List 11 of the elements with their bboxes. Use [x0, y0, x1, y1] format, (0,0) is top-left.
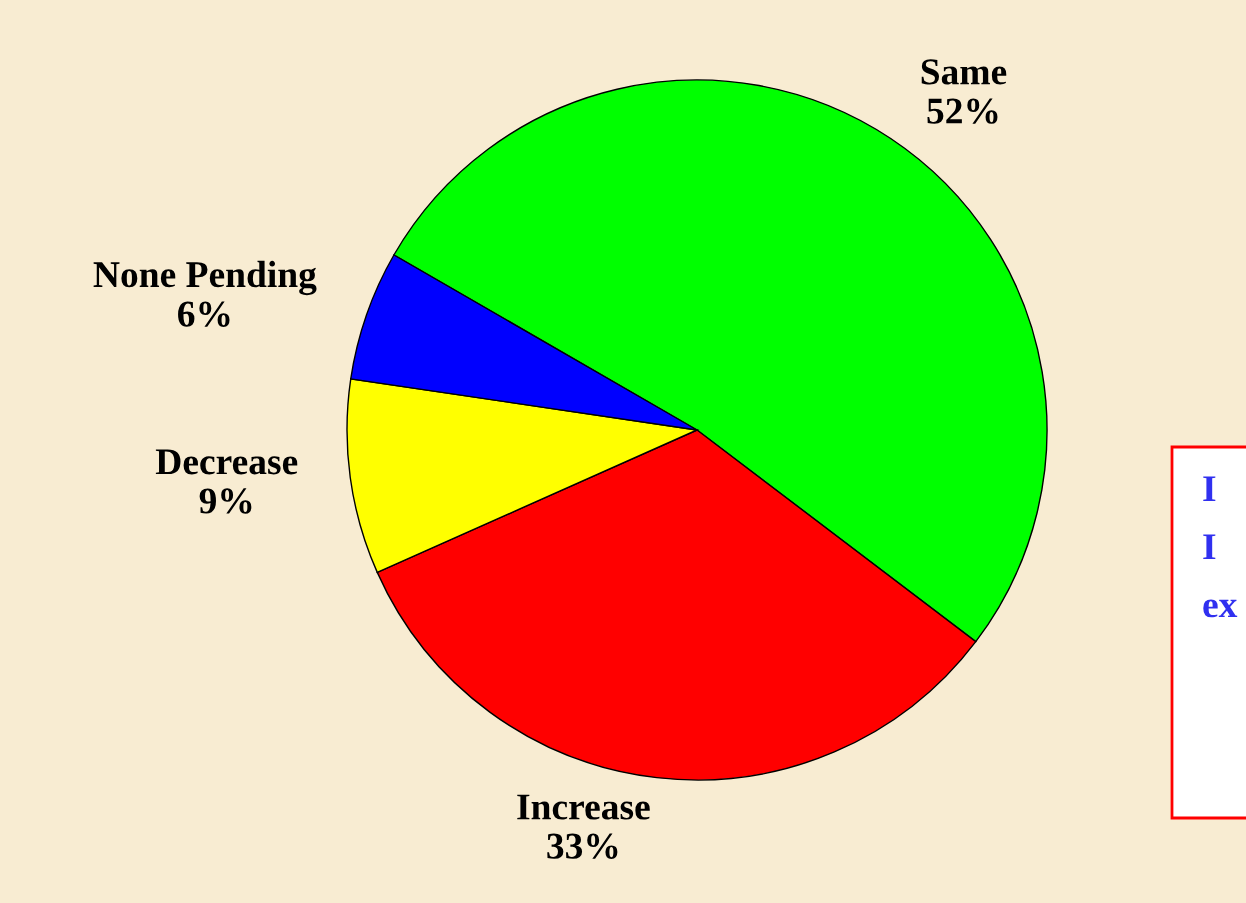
data-label: 33%	[547, 833, 618, 859]
slice-label: Decrease	[155, 449, 298, 475]
data-label: 52%	[927, 98, 998, 124]
data-label: 9%	[199, 488, 252, 514]
slice-label: Same	[921, 59, 1007, 85]
slice-label: Increase	[517, 794, 650, 820]
text: ex	[1203, 599, 1238, 618]
text: I	[1203, 476, 1216, 502]
text: I	[1203, 534, 1216, 560]
data-label: 6%	[178, 301, 230, 327]
slice-label: None Pending	[93, 260, 317, 296]
